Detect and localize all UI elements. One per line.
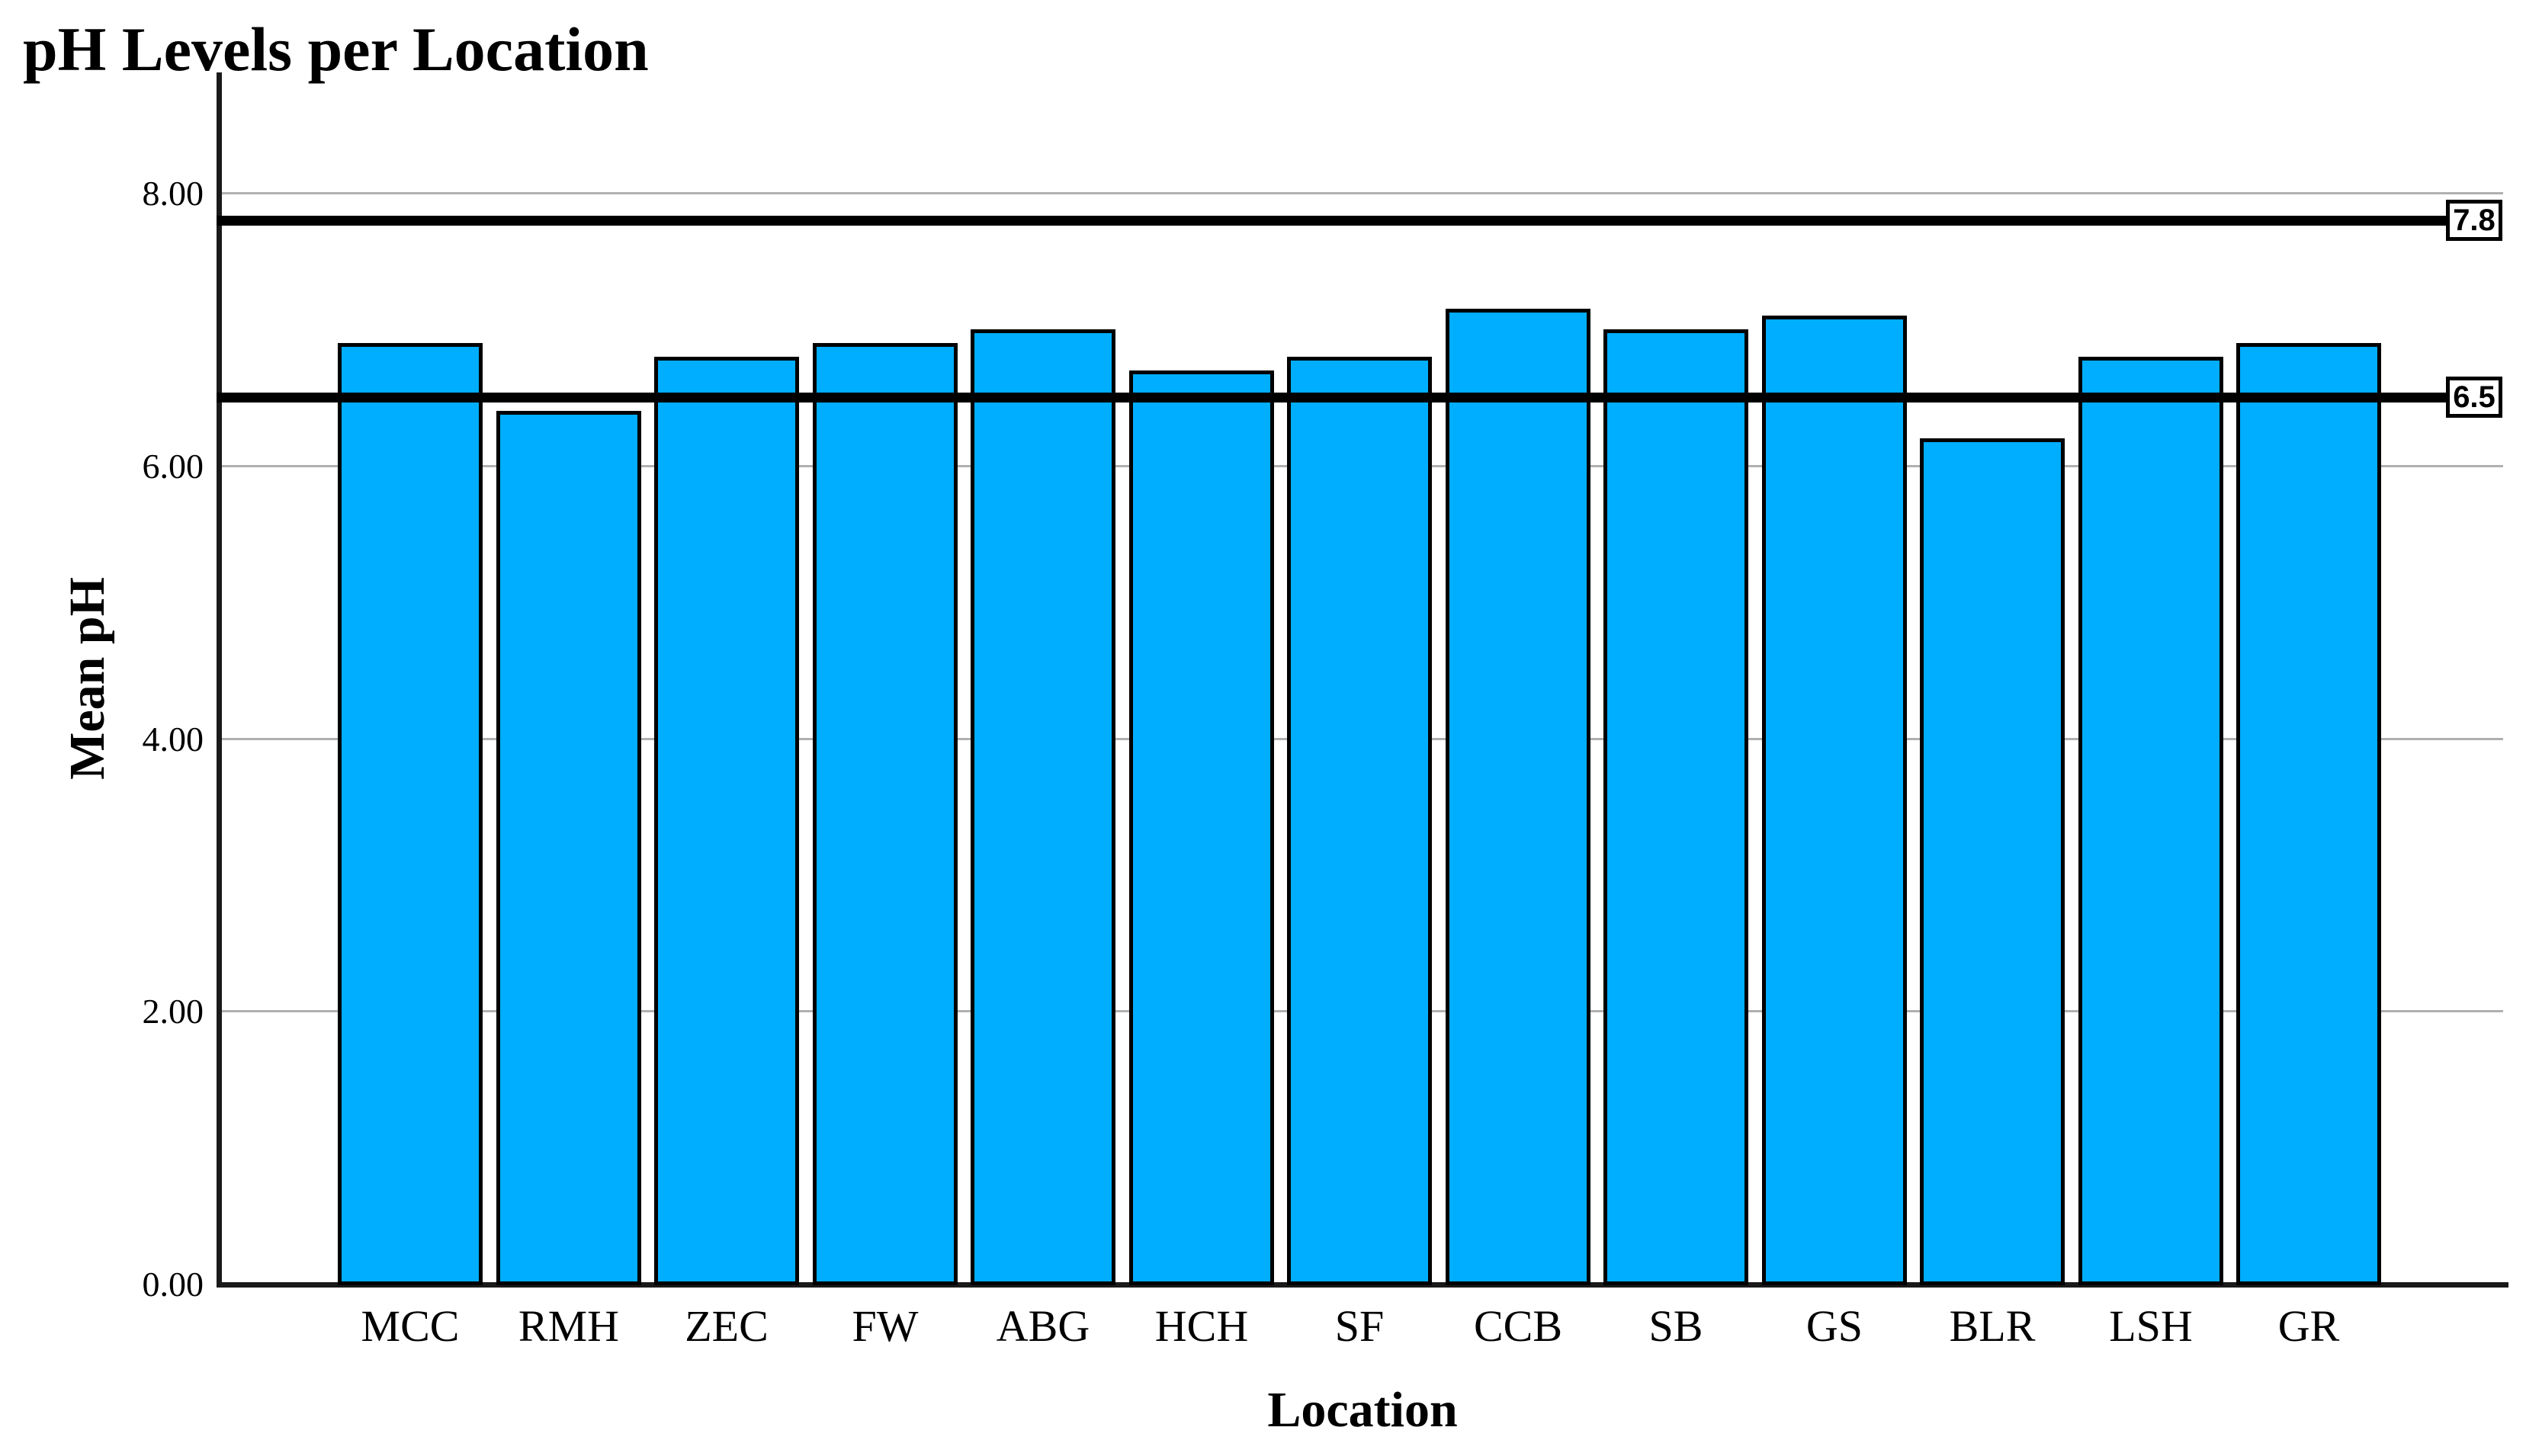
y-tick-label: 4.00 — [142, 720, 204, 758]
bar-GS — [1762, 316, 1907, 1285]
x-tick-label-GR: GR — [2277, 1301, 2340, 1351]
y-tick-label: 2.00 — [142, 992, 204, 1031]
bar-BLR — [1920, 438, 2065, 1285]
x-tick-label-RMH: RMH — [518, 1301, 620, 1351]
x-tick-label-LSH: LSH — [2109, 1301, 2193, 1351]
chart-title: pH Levels per Location — [23, 14, 649, 84]
reference-line-7.8 — [217, 216, 2449, 226]
bar-ZEC — [654, 357, 799, 1285]
y-tick-label: 6.00 — [142, 447, 204, 486]
bar-SB — [1603, 329, 1748, 1285]
x-tick-label-BLR: BLR — [1949, 1301, 2036, 1351]
gridline-8.00 — [222, 192, 2503, 194]
x-axis-title: Location — [1267, 1382, 1458, 1438]
bar-RMH — [496, 411, 641, 1285]
bar-GR — [2236, 343, 2381, 1285]
x-tick-label-FW: FW — [852, 1301, 919, 1351]
x-tick-label-SB: SB — [1648, 1301, 1703, 1351]
reference-line-label-7.8: 7.8 — [2446, 200, 2502, 241]
bar-HCH — [1129, 370, 1274, 1285]
y-tick-label: 0.00 — [142, 1265, 204, 1304]
x-tick-label-HCH: HCH — [1154, 1301, 1249, 1351]
bar-SF — [1287, 357, 1432, 1285]
bar-MCC — [338, 343, 483, 1285]
x-tick-label-ZEC: ZEC — [685, 1301, 769, 1351]
bar-ABG — [971, 329, 1115, 1285]
bar-FW — [813, 343, 958, 1285]
x-tick-label-SF: SF — [1334, 1301, 1385, 1351]
x-tick-label-GS: GS — [1805, 1301, 1863, 1351]
y-tick-label: 8.00 — [142, 174, 204, 213]
bar-CCB — [1446, 309, 1590, 1285]
bar-LSH — [2078, 357, 2223, 1285]
reference-line-6.5 — [217, 393, 2449, 402]
reference-line-label-6.5: 6.5 — [2446, 377, 2502, 418]
x-tick-label-CCB: CCB — [1473, 1301, 1563, 1351]
y-axis-title: Mean pH — [59, 577, 115, 780]
y-axis-line — [217, 72, 222, 1288]
x-tick-label-MCC: MCC — [361, 1301, 460, 1351]
x-tick-label-ABG: ABG — [996, 1301, 1090, 1351]
